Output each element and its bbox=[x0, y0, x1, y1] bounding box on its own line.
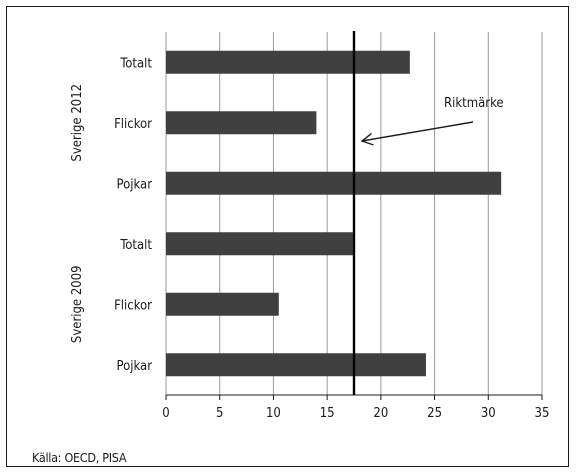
x-tick-label: 20 bbox=[373, 406, 388, 421]
x-tick-label: 0 bbox=[162, 406, 169, 421]
category-label: Totalt bbox=[119, 56, 152, 71]
category-label: Pojkar bbox=[116, 359, 152, 374]
group-labels: Sverige 2012 Sverige 2009 bbox=[70, 84, 85, 343]
category-labels: Totalt Flickor Pojkar Totalt Flickor Pojkar bbox=[114, 56, 152, 374]
bar bbox=[166, 353, 426, 376]
reference-line-group: Riktmärke bbox=[354, 31, 504, 395]
category-label: Flickor bbox=[114, 298, 152, 313]
source-note: Källa: OECD, PISA bbox=[32, 450, 126, 465]
group-label: Sverige 2012 bbox=[70, 84, 85, 162]
x-tick-label: 30 bbox=[481, 406, 496, 421]
bar bbox=[166, 111, 316, 134]
x-tick-label: 5 bbox=[216, 406, 223, 421]
reference-label: Riktmärke bbox=[444, 96, 504, 111]
category-label: Pojkar bbox=[116, 177, 152, 192]
x-tick-label: 25 bbox=[427, 406, 442, 421]
x-tick-label: 10 bbox=[266, 406, 281, 421]
bar-chart: Totalt Flickor Pojkar Totalt Flickor Pojkar S… bbox=[7, 7, 570, 468]
chart-frame: Totalt Flickor Pojkar Totalt Flickor Pojkar S… bbox=[6, 6, 569, 467]
x-tick-label: 35 bbox=[535, 406, 550, 421]
category-label: Flickor bbox=[114, 117, 152, 132]
arrow-shaft bbox=[362, 122, 473, 141]
x-tick-label: 15 bbox=[320, 406, 335, 421]
bar bbox=[166, 293, 279, 316]
x-axis: 0 5 10 15 20 25 30 35 bbox=[162, 395, 549, 421]
category-label: Totalt bbox=[119, 238, 152, 253]
bar bbox=[166, 51, 410, 74]
bar bbox=[166, 172, 501, 195]
group-label: Sverige 2009 bbox=[70, 265, 85, 343]
bar bbox=[166, 232, 353, 255]
